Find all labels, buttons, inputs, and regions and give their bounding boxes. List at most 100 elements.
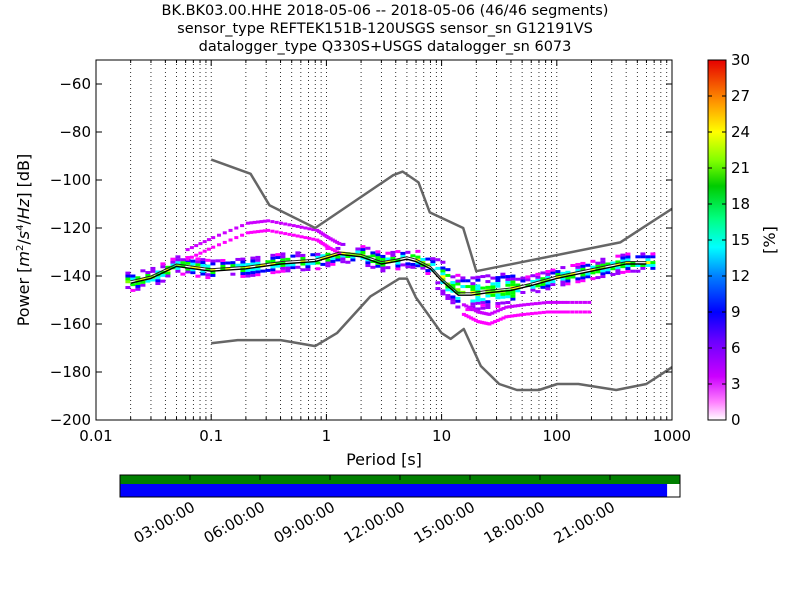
heatmap-cell [325,261,331,265]
heatmap-cell [480,286,486,290]
heatmap-cell [600,269,606,273]
heatmap-outlier-cell [337,242,342,246]
heatmap-cell [515,286,521,290]
heatmap-outlier-cell [582,310,587,314]
heatmap-cell [480,300,486,304]
heatmap-cell [535,284,541,288]
heatmap-outlier-cell [222,231,227,235]
heatmap-outlier-cell [501,306,506,310]
heatmap-cell [220,264,226,268]
x-tick-label: 0.01 [79,427,112,445]
heatmap-cell [595,267,601,271]
heatmap-outlier-cell [545,310,550,314]
colorbar-ticks: 0 3 6 9 12 15 18 21 24 27 30 [708,51,750,429]
heatmap-cell [270,253,276,257]
heatmap-cell [240,266,246,270]
heatmap-cell [560,280,566,284]
heatmap-cell [385,266,391,270]
heatmap-cell [335,246,341,250]
heatmap-cell [615,260,621,264]
heatmap-cell [450,298,456,302]
heatmap-cell [595,261,601,265]
heatmap-cell [215,259,221,263]
heatmap-cell [180,263,186,267]
heatmap-outlier-cell [466,315,471,319]
heatmap-cell [650,263,656,267]
heatmap-outlier-cell [504,305,509,309]
heatmap-outlier-cell [307,227,312,231]
heatmap-cell [505,277,511,281]
heatmap-cell [190,268,196,272]
heatmap-cell [645,258,651,262]
heatmap-cell [370,251,376,255]
heatmap-cell [135,276,141,280]
heatmap-cell [255,261,261,265]
heatmap-cell [165,274,171,278]
heatmap-cell [150,269,156,273]
heatmap-outlier-cell [516,313,521,317]
heatmap-cell [605,268,611,272]
heatmap-outlier-cell [541,301,546,305]
heatmap-outlier-cell [471,317,476,321]
heatmap-cell [275,256,281,260]
heatmap-cell [470,299,476,303]
heatmap-cell [495,293,501,297]
x-tick-label: 100 [542,427,571,445]
heatmap-cell [280,252,286,256]
heatmap-cell [375,256,381,260]
heatmap-cell [220,267,226,271]
heatmap-cell [295,251,301,255]
heatmap-cell [515,277,521,281]
heatmap-cell [380,263,386,267]
plot-area: 0.01 0.1 1 10 100 1000 −60 −80 −100 −120 −140 −160… [50,59,691,445]
heatmap-outlier-cell [461,312,466,316]
y-tick-label: −60 [59,75,91,93]
heatmap-outlier-cell [501,316,506,320]
heatmap-cell [425,257,431,261]
heatmap-outlier-cell [549,300,554,304]
heatmap-cell [420,266,426,270]
heatmap-outlier-cell [565,300,570,304]
heatmap-cell [160,262,166,266]
heatmap-cell [420,257,426,261]
heatmap-cell [300,253,306,257]
heatmap-outlier-cell [234,226,239,230]
heatmap-cell [495,304,501,308]
heatmap-cell [600,266,606,270]
heatmap-cell [590,271,596,275]
mean-curve-line [130,251,647,294]
heatmap-outlier-cell [262,219,267,223]
heatmap-outlier-cell [252,220,257,224]
heatmap-cell [380,266,386,270]
heatmap-cell [205,273,211,277]
heatmap-cell [415,264,421,268]
heatmap-outlier-cell [240,233,245,237]
heatmap-cell [390,256,396,260]
y-tick-label: −180 [50,363,91,381]
heatmap-cell [240,257,246,261]
heatmap-cell [505,300,511,304]
heatmap-cell [300,256,306,260]
heatmap-outlier-cell [522,303,527,307]
heatmap-outlier-cell [211,245,216,249]
heatmap-outlier-cell [507,305,512,309]
x-axis-ticks: 0.01 0.1 1 10 100 1000 [79,60,691,445]
heatmap-cell [455,305,461,309]
heatmap-cell [355,253,361,257]
heatmap-cell [640,263,646,267]
heatmap-cell [365,246,371,250]
heatmap-cell [155,279,161,283]
heatmap-outlier-cell [222,240,227,244]
heatmap-cell [525,278,531,282]
heatmap-cell [135,287,141,291]
heatmap-cell [495,276,501,280]
heatmap-cell [300,268,306,272]
heatmap-outlier-cell [335,240,340,244]
colorbar-tick-label: 15 [731,231,750,249]
heatmap-cell [545,281,551,285]
heatmap-outlier-cell [216,243,221,247]
heatmap-cell [645,261,651,265]
heatmap-outlier-cell [537,311,542,315]
heatmap-cell [520,290,526,294]
colorbar-tick-label: 12 [731,267,750,285]
